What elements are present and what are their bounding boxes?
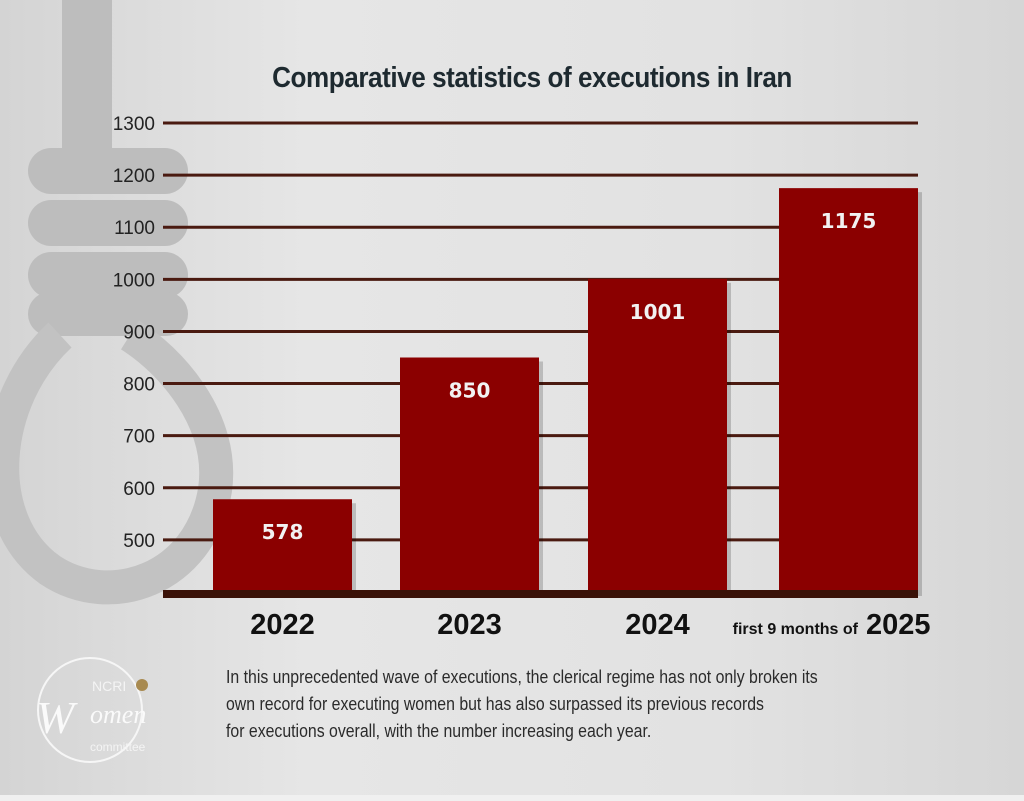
svg-text:omen: omen: [90, 700, 146, 729]
caption-line: own record for executing women but has a…: [226, 694, 764, 714]
bar: [213, 499, 352, 592]
y-tick-label: 500: [123, 531, 155, 552]
noose-illustration: [0, 0, 234, 605]
y-tick-label: 800: [123, 375, 155, 396]
y-tick-label: 1300: [113, 114, 155, 135]
data-label: 578: [262, 520, 304, 544]
bar: [779, 188, 918, 592]
caption-line: for executions overall, with the number …: [226, 721, 652, 741]
chart-title: Comparative statistics of executions in …: [272, 62, 792, 94]
svg-text:committee: committee: [90, 740, 146, 754]
ncri-women-committee-logo: W NCRI omen committee: [36, 657, 148, 763]
y-tick-label: 1100: [114, 218, 155, 239]
bar: [588, 278, 727, 592]
x-tick-label: 2025: [866, 609, 931, 641]
x-tick-note: first 9 months of: [733, 621, 859, 638]
y-tick-label: 700: [123, 427, 155, 448]
svg-text:NCRI: NCRI: [92, 678, 126, 694]
caption-line: In this unprecedented wave of executions…: [226, 667, 818, 687]
caption-text: In this unprecedented wave of executions…: [226, 664, 895, 745]
y-tick-label: 600: [123, 479, 155, 500]
data-label: 1175: [821, 209, 877, 233]
bar: [400, 357, 539, 592]
x-tick-label: 2022: [250, 609, 315, 641]
y-tick-label: 1200: [113, 166, 155, 187]
x-axis-baseline: [163, 590, 918, 598]
x-tick-label: 2024: [625, 609, 690, 641]
y-tick-label: 1000: [113, 270, 155, 291]
data-label: 1001: [630, 300, 686, 324]
bottom-strip: [0, 795, 1024, 801]
y-tick-label: 900: [123, 322, 155, 343]
svg-text:W: W: [36, 692, 78, 743]
data-label: 850: [449, 379, 491, 403]
x-tick-label: 2023: [437, 609, 502, 641]
